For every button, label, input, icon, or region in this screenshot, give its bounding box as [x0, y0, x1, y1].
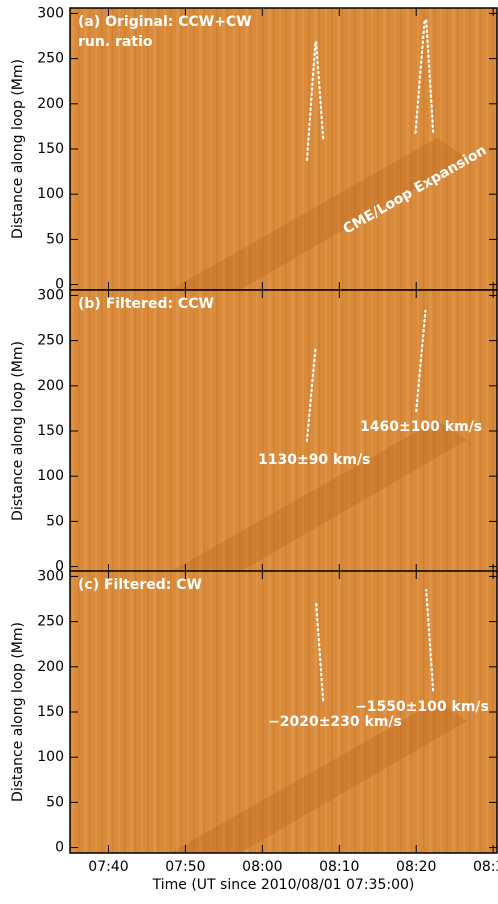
speed-fit-line: [305, 41, 317, 161]
y-tick-label: 50: [46, 513, 64, 529]
annotation: −1550±100 km/s: [355, 699, 489, 715]
expansion-band: [170, 138, 467, 290]
speed-fit-line: [425, 18, 435, 133]
y-tick-label: 50: [46, 794, 64, 810]
y-tick-label: 200: [37, 659, 64, 675]
x-axis-label: Time (UT since 2010/08/01 07:35:00): [152, 877, 415, 893]
y-tick-label: 50: [46, 231, 64, 247]
speed-fit-line: [415, 309, 427, 413]
x-tick-label: 08:30: [473, 859, 498, 875]
y-axis-label: Distance along loop (Mm): [10, 59, 26, 239]
y-tick-label: 200: [37, 378, 64, 394]
speed-fit-line: [414, 18, 426, 134]
image-background: [70, 290, 497, 572]
x-tick-label: 08:00: [242, 859, 282, 875]
speed-fit-line: [315, 602, 325, 702]
y-tick-label: 100: [37, 468, 64, 484]
speed-fit-line: [305, 346, 317, 443]
image-background: [70, 8, 497, 290]
y-tick-label: 250: [37, 333, 64, 349]
y-tick-label: 150: [37, 141, 64, 157]
y-tick-label: 0: [55, 840, 64, 856]
x-tick-label: 07:50: [165, 859, 205, 875]
panel-subtitle: run. ratio: [78, 34, 153, 50]
y-tick-label: 300: [37, 568, 64, 584]
expansion-band: [170, 420, 467, 572]
speed-fit-line: [425, 588, 435, 692]
image-background: [70, 571, 497, 853]
x-tick-label: 08:10: [319, 859, 359, 875]
x-tick-label: 07:40: [88, 859, 128, 875]
x-tick-label: 08:20: [396, 859, 436, 875]
expansion-band: [170, 701, 467, 853]
y-axis-label: Distance along loop (Mm): [10, 341, 26, 521]
y-tick-label: 200: [37, 96, 64, 112]
annotation: −2020±230 km/s: [268, 714, 402, 730]
annotation: 1460±100 km/s: [360, 419, 482, 435]
panel-title: (c) Filtered: CW: [78, 577, 202, 593]
y-axis-label: Distance along loop (Mm): [10, 622, 26, 802]
y-tick-label: 250: [37, 614, 64, 630]
y-tick-label: 150: [37, 423, 64, 439]
y-tick-label: 100: [37, 186, 64, 202]
y-tick-label: 300: [37, 5, 64, 21]
y-tick-label: 0: [55, 277, 64, 293]
y-tick-label: 150: [37, 704, 64, 720]
y-tick-label: 100: [37, 749, 64, 765]
annotation: 1130±90 km/s: [258, 452, 370, 468]
panel-title: (a) Original: CCW+CW: [78, 14, 252, 30]
panel-title: (b) Filtered: CCW: [78, 296, 214, 312]
y-tick-label: 0: [55, 559, 64, 575]
y-tick-label: 300: [37, 287, 64, 303]
y-tick-label: 250: [37, 51, 64, 67]
speed-fit-line: [315, 41, 325, 140]
